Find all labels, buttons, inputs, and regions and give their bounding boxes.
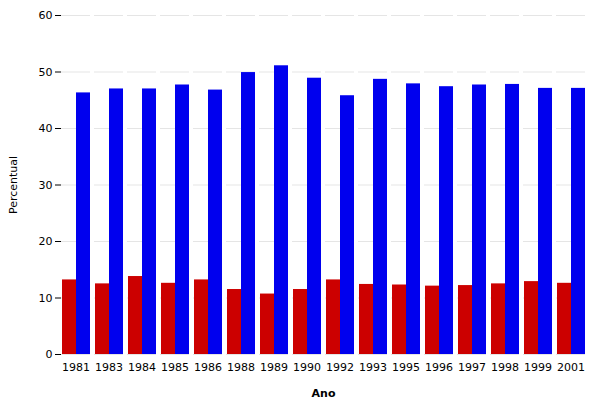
svg-text:1998: 1998 bbox=[491, 361, 519, 374]
svg-text:1990: 1990 bbox=[293, 361, 321, 374]
svg-text:1996: 1996 bbox=[425, 361, 453, 374]
svg-text:40: 40 bbox=[39, 122, 53, 135]
svg-text:1992: 1992 bbox=[326, 361, 354, 374]
svg-text:60: 60 bbox=[39, 9, 53, 22]
svg-text:1988: 1988 bbox=[227, 361, 255, 374]
svg-text:50: 50 bbox=[39, 66, 53, 79]
svg-text:1986: 1986 bbox=[194, 361, 222, 374]
svg-text:1984: 1984 bbox=[128, 361, 156, 374]
svg-text:Ano: Ano bbox=[312, 387, 336, 399]
svg-text:1983: 1983 bbox=[95, 361, 123, 374]
svg-text:20: 20 bbox=[39, 235, 53, 248]
svg-text:1999: 1999 bbox=[524, 361, 552, 374]
svg-text:2001: 2001 bbox=[557, 361, 585, 374]
svg-text:30: 30 bbox=[39, 179, 53, 192]
svg-text:10: 10 bbox=[39, 292, 53, 305]
svg-text:1997: 1997 bbox=[458, 361, 486, 374]
svg-text:1995: 1995 bbox=[392, 361, 420, 374]
svg-text:0: 0 bbox=[46, 348, 53, 361]
svg-text:1993: 1993 bbox=[359, 361, 387, 374]
svg-text:1989: 1989 bbox=[260, 361, 288, 374]
svg-text:Percentual: Percentual bbox=[7, 156, 20, 214]
svg-text:1985: 1985 bbox=[161, 361, 189, 374]
svg-text:1981: 1981 bbox=[62, 361, 90, 374]
